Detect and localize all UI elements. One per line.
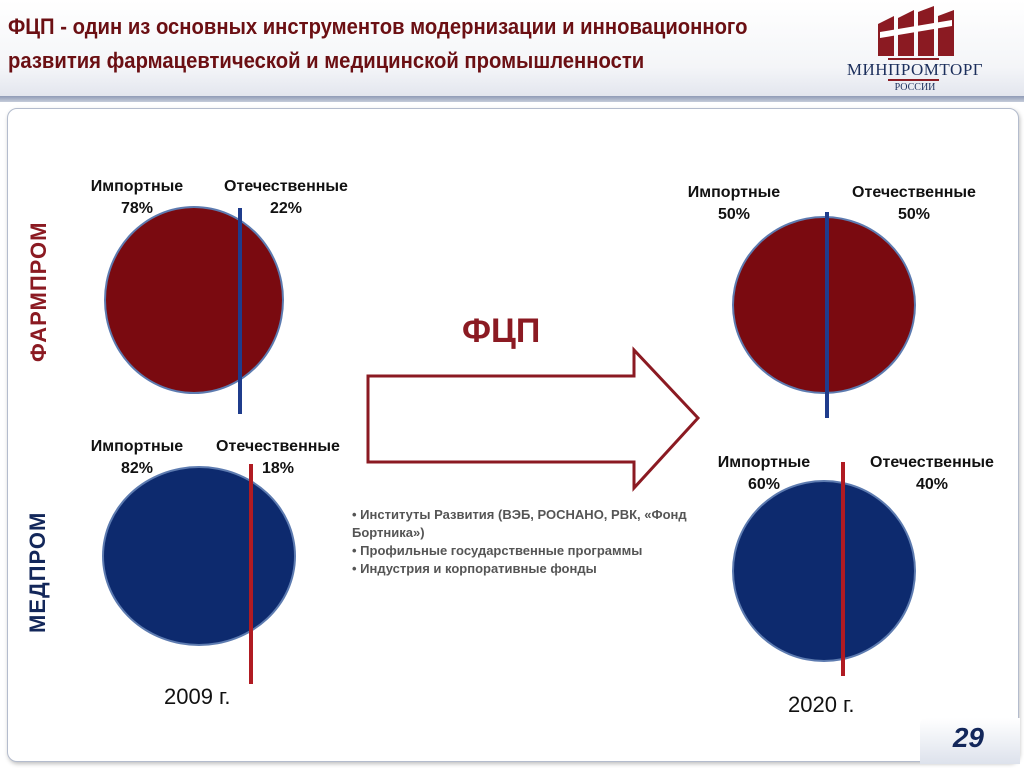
label-value: 22% [269, 200, 303, 217]
med-2020-divider [841, 462, 845, 676]
logo-text-c: ТОРГ [939, 60, 984, 79]
med-2020-imported-label: Импортные 60% [704, 452, 824, 496]
logo-text-a: МИН [846, 60, 889, 79]
label-text: Отечественные [852, 184, 976, 201]
label-text: Импортные [687, 184, 781, 201]
minpromtorg-logo: МИНПРОМТОРГ РОССИИ [840, 6, 990, 93]
pharma-2020-pie [732, 216, 916, 394]
bullet-list: • Институты Развития (ВЭБ, РОСНАНО, РВК,… [352, 506, 692, 578]
label-value: 40% [915, 476, 949, 493]
title-line-2: развития фармацевтической и медицинской … [8, 48, 645, 73]
side-label-pharma: ФАРМПРОМ [26, 221, 51, 362]
logo-text-b: ПРОМ [888, 58, 940, 81]
page-number: 29 [952, 722, 984, 753]
logo-subtext: РОССИИ [894, 82, 936, 93]
header-bar: ФЦП - один из основных инструментов моде… [0, 0, 1024, 96]
label-value: 82% [120, 460, 154, 477]
fcp-label: ФЦП [462, 312, 541, 350]
pharma-2020-domestic-label: Отечественные 50% [834, 182, 994, 226]
pharma-2009-domestic-label: Отечественные 22% [206, 176, 366, 220]
side-label-med: МЕДПРОМ [25, 511, 50, 633]
med-2009-divider [249, 464, 253, 684]
bullet-item: • Профильные государственные программы [352, 543, 643, 558]
label-value: 50% [897, 206, 931, 223]
med-2009-domestic-label: Отечественные 18% [198, 436, 358, 480]
pharma-2020-imported-label: Импортные 50% [674, 182, 794, 226]
pharma-2009-imported-label: Импортные 78% [78, 176, 196, 220]
year-2020-label: 2020 г. [788, 692, 855, 717]
med-2009-pie [102, 466, 296, 646]
label-value: 60% [747, 476, 781, 493]
label-value: 18% [261, 460, 295, 477]
header-divider [0, 96, 1024, 102]
label-value: 78% [120, 200, 154, 217]
title-line-1: ФЦП - один из основных инструментов моде… [8, 14, 748, 39]
pharma-2009-divider [238, 208, 242, 414]
med-2009-imported-label: Импортные 82% [78, 436, 196, 480]
label-text: Отечественные [216, 438, 340, 455]
page-title: ФЦП - один из основных инструментов моде… [8, 10, 808, 78]
med-2020-domestic-label: Отечественные 40% [852, 452, 1012, 496]
med-2020-pie [732, 480, 916, 662]
label-text: Импортные [717, 454, 811, 471]
page-number-badge: 29 [920, 718, 1020, 764]
label-text: Отечественные [224, 178, 348, 195]
label-text: Импортные [90, 178, 184, 195]
bullet-item: • Институты Развития (ВЭБ, РОСНАНО, РВК,… [352, 507, 687, 540]
pharma-2009-pie [104, 206, 284, 394]
pharma-2020-divider [825, 212, 829, 418]
label-text: Отечественные [870, 454, 994, 471]
label-text: Импортные [90, 438, 184, 455]
label-value: 50% [717, 206, 751, 223]
logo-text: МИНПРОМТОРГ [840, 58, 990, 81]
year-2009-label: 2009 г. [164, 684, 231, 709]
bullet-item: • Индустрия и корпоративные фонды [352, 561, 597, 576]
logo-columns-icon [878, 6, 954, 56]
right-arrow-icon [366, 346, 701, 492]
